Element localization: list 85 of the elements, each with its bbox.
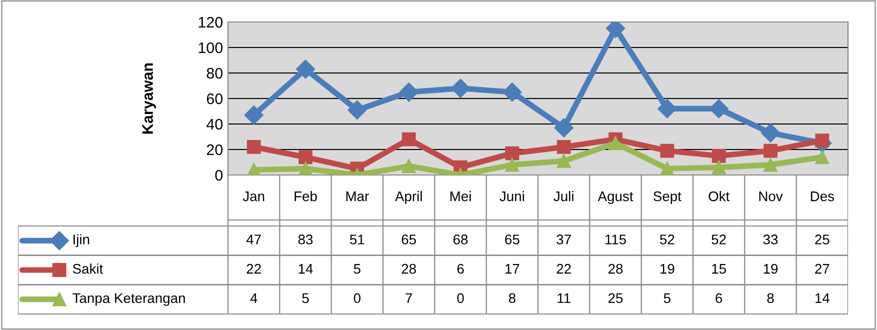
data-label: 19 [660, 264, 674, 274]
data-label: 25 [815, 234, 830, 244]
point [296, 60, 316, 79]
data-label: 19 [764, 264, 778, 274]
data-label: 51 [350, 234, 364, 244]
x-tick-label: Sept [654, 191, 682, 204]
data-label: 83 [298, 234, 313, 244]
data-label: 52 [712, 234, 726, 244]
data-label: 5 [664, 293, 670, 304]
x-tick-label: Mar [346, 192, 369, 202]
data-label: 6 [716, 293, 722, 304]
point [660, 162, 674, 175]
x-tick-label: Jan [242, 192, 264, 202]
y-tick-label: 120 [198, 16, 223, 28]
point [556, 154, 571, 168]
y-tick-label: 40 [206, 118, 223, 130]
x-tick-label: Feb [294, 191, 317, 202]
data-label: 52 [660, 234, 674, 244]
data-label: 27 [815, 264, 830, 274]
legend-label: Sakit [72, 264, 104, 274]
data-label: 25 [608, 293, 623, 304]
x-tick-label: Mei [450, 191, 471, 202]
data-label: 17 [506, 264, 520, 274]
x-tick-label: Juni [500, 191, 524, 202]
x-tick-label: Des [810, 192, 834, 202]
data-label: 68 [453, 234, 468, 244]
data-label: 115 [605, 234, 626, 244]
y-tick-label: 80 [206, 68, 223, 79]
data-label: 5 [302, 293, 309, 304]
data-label: 5 [354, 264, 360, 274]
y-tick-label: 0 [215, 170, 223, 181]
point [402, 159, 416, 174]
legend-label: Tanpa Keterangan [72, 293, 185, 306]
point [450, 78, 470, 98]
data-label: 22 [556, 264, 571, 274]
point [348, 100, 367, 120]
data-label: 11 [558, 293, 570, 303]
data-label: 65 [505, 234, 520, 244]
data-label: 4 [250, 293, 258, 303]
y-tick-label: 100 [198, 42, 223, 54]
point [764, 144, 778, 158]
data-label: 22 [246, 264, 261, 274]
x-tick-label: Nov [759, 192, 783, 202]
data-label: 0 [457, 293, 464, 304]
data-label: 14 [298, 264, 313, 274]
data-label: 7 [406, 293, 412, 303]
point [760, 123, 780, 142]
y-axis-title: Karyawan [142, 63, 156, 134]
y-tick-label: 20 [206, 144, 223, 156]
x-tick-label: Juli [554, 191, 574, 202]
point [608, 136, 622, 150]
data-label: 37 [556, 234, 571, 244]
point [712, 148, 726, 163]
point [660, 144, 674, 158]
point [244, 106, 264, 125]
point [554, 118, 574, 138]
data-label: 65 [402, 234, 416, 244]
point [246, 162, 261, 175]
data-label: 8 [508, 293, 516, 304]
point [712, 160, 726, 174]
point [502, 82, 522, 102]
point [298, 162, 312, 175]
data-label: 33 [763, 234, 778, 244]
point [298, 150, 312, 164]
data-label: 47 [246, 234, 261, 244]
data-label: 8 [767, 293, 774, 304]
data-label: 14 [816, 293, 830, 303]
point [764, 158, 778, 172]
data-label: 15 [712, 264, 726, 274]
point [402, 132, 416, 146]
point [505, 146, 520, 160]
data-label: 28 [608, 264, 623, 274]
data-label: 28 [402, 264, 416, 274]
data-label: 6 [457, 264, 464, 274]
point [505, 158, 520, 172]
x-tick-label: Agust [598, 192, 634, 204]
point [399, 82, 418, 102]
x-tick-label: April [394, 191, 422, 204]
legend-label: Ijin [74, 234, 90, 248]
point [246, 140, 261, 154]
point [556, 140, 571, 154]
point [815, 150, 830, 164]
x-tick-label: Okt [708, 191, 730, 202]
data-label: 0 [354, 293, 360, 304]
y-tick-label: 60 [206, 93, 223, 104]
